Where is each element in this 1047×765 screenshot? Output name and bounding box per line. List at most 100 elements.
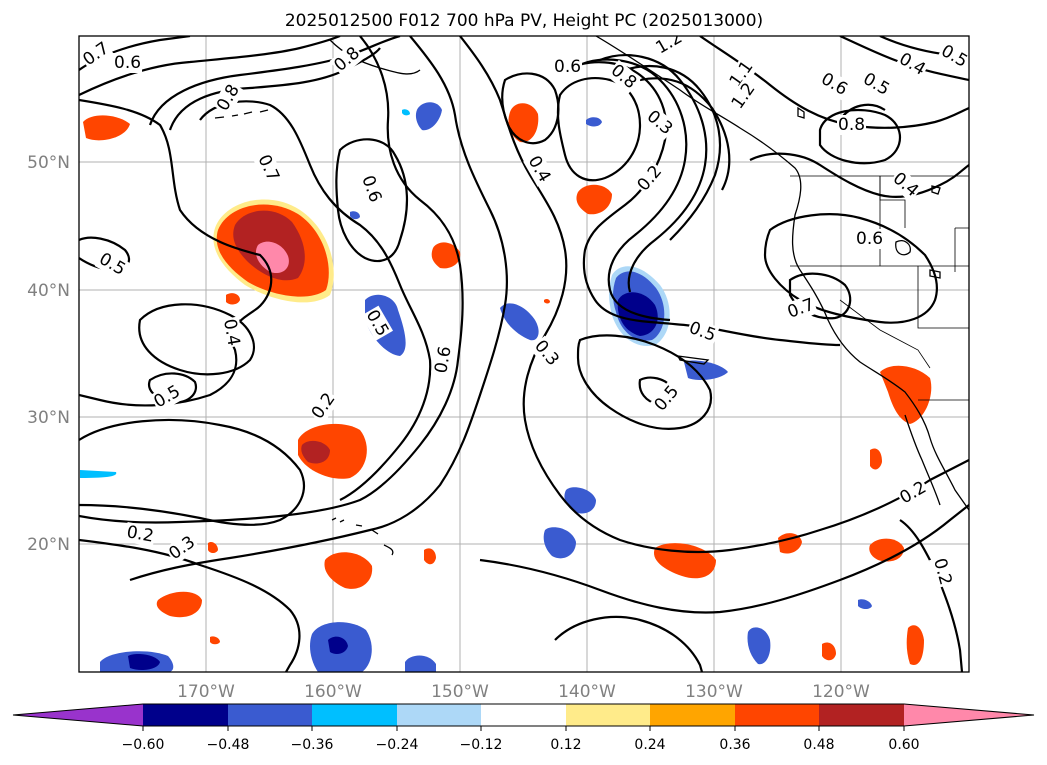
contour-label-background <box>651 36 687 59</box>
contour-label-background <box>529 335 564 371</box>
colorbar-tick-label: −0.48 <box>207 737 250 753</box>
contour-label-background <box>361 305 394 341</box>
contour-label-background <box>113 53 143 73</box>
colorbar-segment <box>481 704 566 726</box>
pv-positive-blob <box>83 115 130 141</box>
map-title: 2025012500 F012 700 hPa PV, Height PC (2… <box>285 11 763 31</box>
lat-label: 20°N <box>27 535 70 555</box>
contour-label-background <box>888 167 924 202</box>
pv-positive-blob <box>255 241 289 274</box>
contour-label-background <box>431 343 456 376</box>
colorbar-tick-label: 0.36 <box>719 737 750 753</box>
contour-label: 0.6 <box>554 57 581 77</box>
contour-label-background <box>307 388 341 424</box>
contour-label-background <box>649 380 684 416</box>
contour-label: 0.6 <box>431 345 455 375</box>
lon-label: 160°W <box>304 682 362 702</box>
map-frame <box>78 35 970 673</box>
pv-positive-blob <box>544 298 550 304</box>
contour-label-background <box>858 68 894 101</box>
lon-label: 130°W <box>685 682 743 702</box>
lat-label: 50°N <box>27 153 70 173</box>
contour-label-background <box>329 42 365 77</box>
pv-positive-blob <box>208 541 218 553</box>
pv-positive-blob <box>508 103 539 143</box>
colorbar-segment <box>819 704 904 726</box>
contour-label-background <box>606 59 642 94</box>
colorbar-segment <box>397 704 481 726</box>
contour-label-background <box>253 150 284 186</box>
contour-label: 0.6 <box>114 53 141 73</box>
contour-label: 0.8 <box>838 115 865 135</box>
contour-label-background <box>164 531 200 565</box>
lon-label: 150°W <box>431 682 489 702</box>
contour-label-background <box>895 476 931 509</box>
pv-negative-blob <box>350 211 360 220</box>
pv-positive-blob <box>870 448 882 470</box>
pv-positive-blob <box>424 548 436 565</box>
pv-negative-blob <box>128 654 160 670</box>
pv-negative-blob <box>405 655 436 672</box>
colorbar-tick-label: −0.36 <box>291 737 334 753</box>
contour-label-background <box>685 317 720 347</box>
pv-negative-blob <box>858 599 872 609</box>
pv-positive-blob <box>298 423 367 479</box>
colorbar-segment <box>566 704 650 726</box>
pv-negative-blob <box>543 527 576 559</box>
pv-negative-blob <box>684 360 728 380</box>
contour-label-background <box>816 68 852 101</box>
lat-label: 30°N <box>27 408 70 428</box>
pv-negative-blob <box>402 109 410 116</box>
colorbar-under-arrow <box>13 704 143 726</box>
latitude-labels: 50°N 40°N 30°N 20°N <box>27 153 70 555</box>
borders <box>790 175 969 401</box>
contour-label-background <box>523 151 556 187</box>
contour-label-background <box>553 57 583 77</box>
pv-negative-blob <box>586 117 602 127</box>
lon-label: 170°W <box>177 682 235 702</box>
lat-label: 40°N <box>27 281 70 301</box>
lon-label: 140°W <box>558 682 616 702</box>
contour-label-background <box>642 105 678 140</box>
colorbar-segment <box>228 704 312 726</box>
contour-label-background <box>79 37 114 71</box>
contour-label-background <box>725 56 759 92</box>
contour-label-background <box>855 229 885 249</box>
colorbar-ticks <box>142 726 905 731</box>
colorbar-tick-label: 0.24 <box>634 737 665 753</box>
pv-positive-blob <box>324 552 373 589</box>
contour-label-background <box>356 171 386 207</box>
contour-label-background <box>124 522 157 547</box>
pv-positive-blob <box>226 293 240 305</box>
pv-positive-blob <box>576 184 612 215</box>
colorbar-tick-label: −0.24 <box>376 737 419 753</box>
pv-positive-blob <box>301 440 330 464</box>
contour-label-background <box>936 40 969 73</box>
pv-positive-blob <box>156 591 202 618</box>
colorbar-over-arrow <box>904 704 1034 726</box>
contour-label-background <box>727 78 761 114</box>
pv-positive-blob <box>210 636 220 645</box>
colorbar-tick-label: −0.60 <box>122 737 165 753</box>
pv-negative-blob <box>80 470 117 478</box>
pv-positive-blob <box>906 625 924 665</box>
contour-label: 0.6 <box>856 229 883 249</box>
colorbar-segment <box>312 704 397 726</box>
contour-label-background <box>149 380 185 413</box>
colorbar-segment <box>143 704 228 726</box>
contour-label-background <box>94 248 130 281</box>
contour-label-background <box>218 316 244 349</box>
contour-label: 0.4 <box>219 317 243 347</box>
colorbar-tick-label: −0.12 <box>460 737 503 753</box>
pv-positive-blob <box>431 242 461 269</box>
contour-label-background <box>894 48 930 81</box>
pv-negative-blob <box>500 303 539 341</box>
colorbar-tick-label: 0.60 <box>888 737 919 753</box>
lon-label: 120°W <box>812 682 870 702</box>
pv-positive-blob <box>822 642 836 661</box>
pv-negative-blob <box>564 487 596 514</box>
colorbar-tick-label: 0.12 <box>550 737 581 753</box>
contour-label-background <box>632 160 667 196</box>
pv-negative-blob <box>747 627 771 665</box>
